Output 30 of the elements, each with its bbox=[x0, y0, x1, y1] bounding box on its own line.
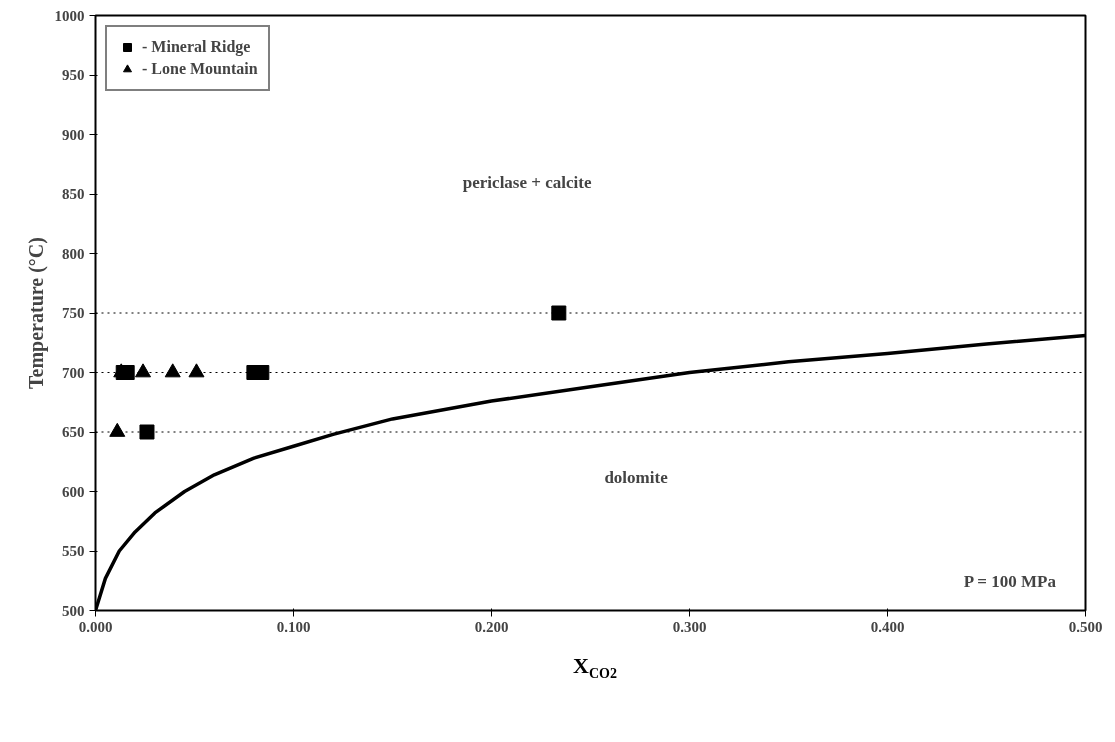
point bbox=[135, 363, 152, 378]
y-tick-label: 700 bbox=[62, 364, 85, 381]
point bbox=[164, 363, 181, 378]
x-tick-label: 0.400 bbox=[870, 618, 905, 635]
x-tick-label: 0.100 bbox=[276, 618, 311, 635]
x-tick-label: 0.000 bbox=[78, 618, 113, 635]
annotation: periclase + calcite bbox=[462, 172, 592, 192]
y-tick-label: 550 bbox=[62, 543, 85, 559]
annotation: dolomite bbox=[604, 467, 669, 487]
x-tick-label: 0.200 bbox=[474, 618, 509, 635]
y-tick-label: 850 bbox=[62, 186, 85, 202]
x-tick-label: 0.500 bbox=[1068, 618, 1103, 635]
y-tick-label: 500 bbox=[62, 602, 85, 619]
x-tick-label: 0.300 bbox=[672, 618, 707, 635]
point bbox=[109, 422, 126, 437]
y-axis-title: Temperature (°C) bbox=[24, 237, 48, 389]
legend-label: - Mineral Ridge bbox=[142, 38, 251, 56]
y-tick-label: 900 bbox=[62, 126, 85, 143]
x-axis-title: X$_{CO2}$ bbox=[573, 652, 617, 684]
annotation: P = 100 MPa bbox=[963, 572, 1057, 592]
y-tick-label: 600 bbox=[62, 483, 85, 500]
y-tick-label: 1000 bbox=[54, 7, 85, 24]
point bbox=[188, 363, 205, 378]
y-tick-label: 950 bbox=[62, 67, 85, 83]
legend-label: - Lone Mountain bbox=[142, 60, 258, 78]
y-tick-label: 750 bbox=[62, 305, 85, 321]
point bbox=[139, 424, 155, 440]
y-tick-label: 800 bbox=[62, 245, 85, 262]
y-tick-label: 650 bbox=[62, 424, 85, 440]
point bbox=[551, 305, 567, 321]
